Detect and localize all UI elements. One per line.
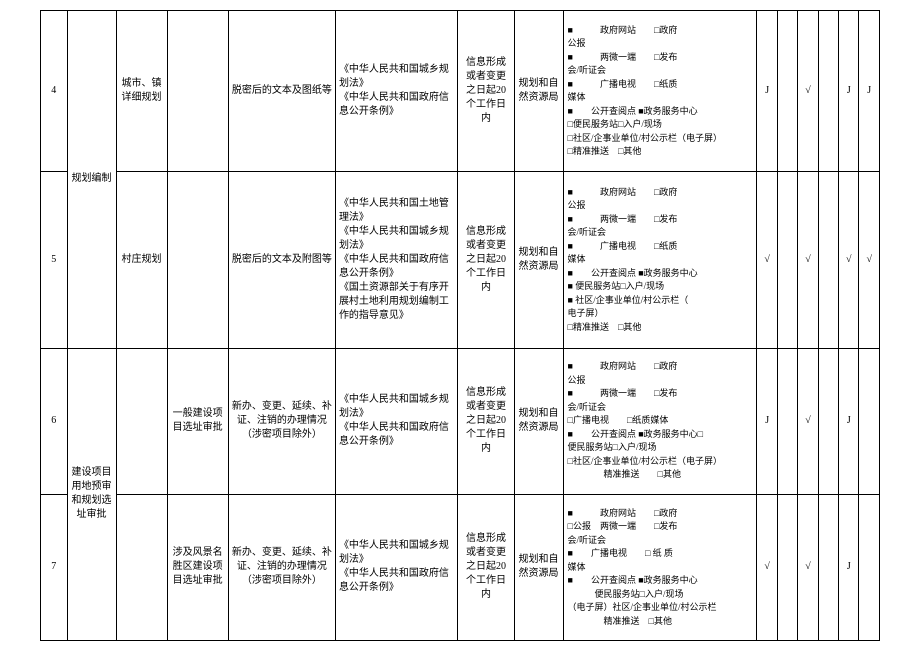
cell-sub — [116, 494, 167, 640]
cell-org: 规划和自然资源局 — [514, 11, 563, 172]
cell-s3: √ — [798, 348, 818, 494]
cell-s1: J — [757, 348, 777, 494]
cell-s5: J — [839, 348, 859, 494]
cell-s4 — [818, 172, 838, 348]
cell-item: 涉及风景名胜区建设项目选址审批 — [167, 494, 228, 640]
cell-item: 一般建设项目选址审批 — [167, 348, 228, 494]
cell-s1: √ — [757, 172, 777, 348]
cell-org: 规划和自然资源局 — [514, 494, 563, 640]
cell-channels: ■ 政府网站 □政府公报■ 两微一端 □发布会/听证会■ 广播电视 □纸质媒体■… — [563, 11, 757, 172]
cell-basis: 《中华人民共和国城乡规划法》《中华人民共和国政府信息公开条例》 — [335, 348, 457, 494]
cell-basis: 《中华人民共和国土地管理法》《中华人民共和国城乡规划法》《中华人民共和国政府信息… — [335, 172, 457, 348]
cell-channels: ■ 政府网站 □政府公报■ 两微一端 □发布会/听证会□广播电视 □纸质媒体■ … — [563, 348, 757, 494]
cell-s2 — [777, 172, 797, 348]
cell-time: 信息形成或者变更之日起20个工作日内 — [458, 348, 514, 494]
cell-time: 信息形成或者变更之日起20个工作日内 — [458, 494, 514, 640]
cell-basis: 《中华人民共和国城乡规划法》《中华人民共和国政府信息公开条例》 — [335, 11, 457, 172]
cell-s6: J — [859, 11, 880, 172]
cell-s5: √ — [839, 172, 859, 348]
table-row: 6 建设项目用地预审和规划选址审批 一般建设项目选址审批 新办、变更、延续、补证… — [41, 348, 880, 494]
cell-item — [167, 11, 228, 172]
cell-s5: J — [839, 11, 859, 172]
cell-content: 脱密后的文本及图纸等 — [228, 11, 335, 172]
cell-content: 脱密后的文本及附图等 — [228, 172, 335, 348]
cell-category: 规划编制 — [67, 11, 116, 349]
table-row: 5 村庄规划 脱密后的文本及附图等 《中华人民共和国土地管理法》《中华人民共和国… — [41, 172, 880, 348]
disclosure-table: 4 规划编制 城市、镇详细规划 脱密后的文本及图纸等 《中华人民共和国城乡规划法… — [40, 10, 880, 641]
cell-s4 — [818, 348, 838, 494]
cell-s2 — [777, 494, 797, 640]
cell-s6: √ — [859, 172, 880, 348]
cell-category: 建设项目用地预审和规划选址审批 — [67, 348, 116, 640]
table-row: 7 涉及风景名胜区建设项目选址审批 新办、变更、延续、补证、注销的办理情况（涉密… — [41, 494, 880, 640]
cell-sub: 村庄规划 — [116, 172, 167, 348]
cell-s1: √ — [757, 494, 777, 640]
cell-s4 — [818, 11, 838, 172]
cell-channels: ■ 政府网站 □政府□公报 两微一端 □发布会/听证会■ 广播电视 □ 纸 质媒… — [563, 494, 757, 640]
cell-time: 信息形成或者变更之日起20个工作日内 — [458, 11, 514, 172]
cell-basis: 《中华人民共和国城乡规划法》《中华人民共和国政府信息公开条例》 — [335, 494, 457, 640]
cell-item — [167, 172, 228, 348]
cell-sub: 城市、镇详细规划 — [116, 11, 167, 172]
cell-s6 — [859, 348, 880, 494]
cell-s4 — [818, 494, 838, 640]
cell-num: 7 — [41, 494, 68, 640]
cell-org: 规划和自然资源局 — [514, 348, 563, 494]
cell-s2 — [777, 11, 797, 172]
cell-num: 4 — [41, 11, 68, 172]
cell-org: 规划和自然资源局 — [514, 172, 563, 348]
cell-s2 — [777, 348, 797, 494]
cell-s6 — [859, 494, 880, 640]
cell-num: 6 — [41, 348, 68, 494]
cell-content: 新办、变更、延续、补证、注销的办理情况（涉密项目除外） — [228, 348, 335, 494]
cell-s1: J — [757, 11, 777, 172]
cell-s3: √ — [798, 11, 818, 172]
cell-sub — [116, 348, 167, 494]
cell-channels: ■ 政府网站 □政府公报■ 两微一端 □发布会/听证会■ 广播电视 □纸质媒体■… — [563, 172, 757, 348]
cell-num: 5 — [41, 172, 68, 348]
cell-s5: J — [839, 494, 859, 640]
cell-time: 信息形成或者变更之日起20个工作日内 — [458, 172, 514, 348]
document-page: 4 规划编制 城市、镇详细规划 脱密后的文本及图纸等 《中华人民共和国城乡规划法… — [0, 0, 920, 651]
cell-content: 新办、变更、延续、补证、注销的办理情况（涉密项目除外） — [228, 494, 335, 640]
cell-s3: √ — [798, 172, 818, 348]
cell-s3: √ — [798, 494, 818, 640]
